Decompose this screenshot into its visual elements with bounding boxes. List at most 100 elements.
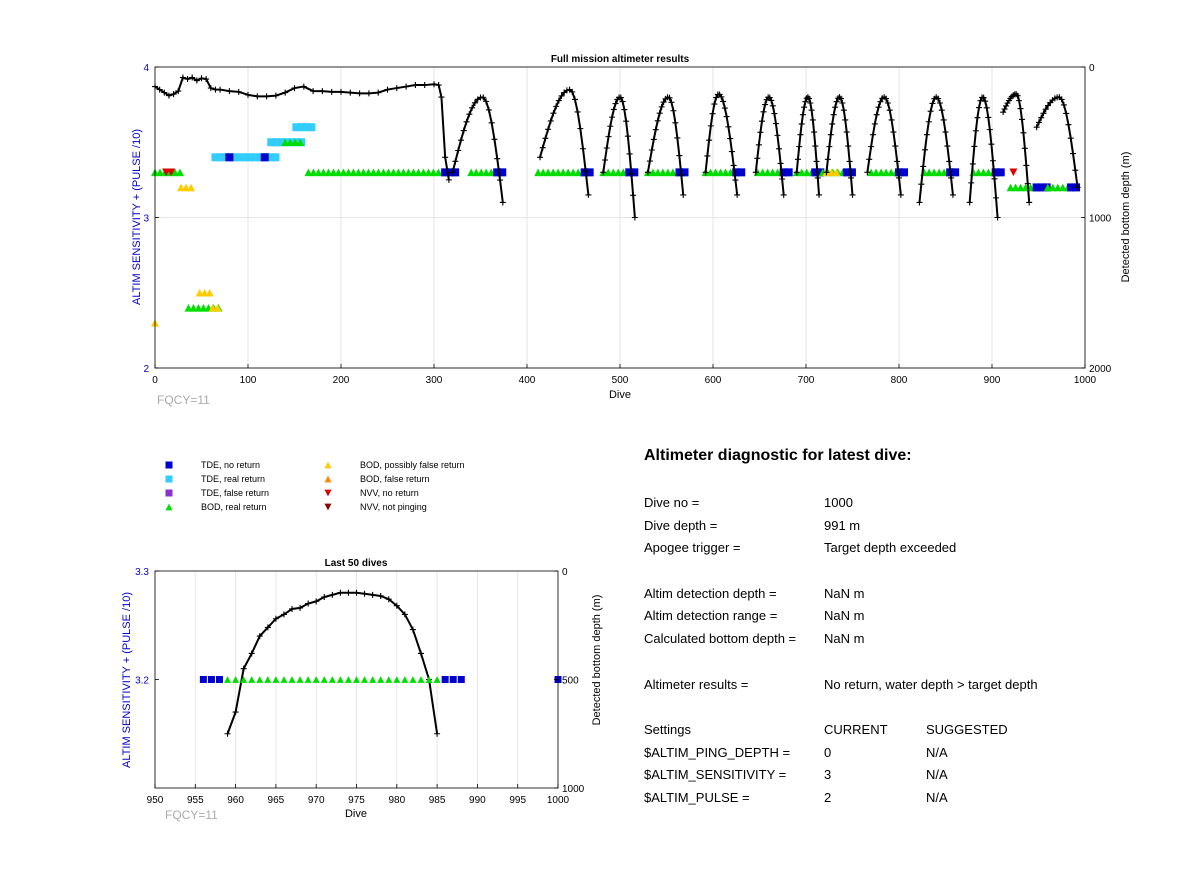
marker [260,153,269,162]
det-range-row: Altim detection range = NaN m [644,608,1164,631]
legend-label: BOD, possibly false return [360,460,465,470]
marker [1032,183,1041,192]
marker [409,676,417,683]
diagnostic-panel: Altimeter diagnostic for latest dive: Di… [644,447,1164,813]
marker [199,676,207,683]
marker [433,676,441,683]
current-header: CURRENT [824,721,888,737]
dive-no-row: Dive no = 1000 [644,495,1164,518]
marker [236,153,245,162]
marker [240,676,248,683]
marker [216,153,225,162]
x-tick-label: 300 [426,375,443,386]
marker [251,153,260,162]
depth-line [539,88,590,196]
marker [449,676,457,683]
bottom-chart-title: Last 50 dives [325,558,388,569]
results-row: Altimeter results = No return, water dept… [644,677,1164,700]
marker [320,676,328,683]
marker [900,168,908,177]
y-tick-label-right: 1000 [562,784,585,795]
sensitivity-row: $ALTIM_SENSITIVITY = 3 N/A [644,767,1164,790]
marker [246,153,255,162]
marker [1067,183,1076,192]
settings-label: Settings [644,721,691,737]
settings-header-row: Settings CURRENT SUGGESTED [644,722,1164,745]
marker [232,676,240,683]
ping-depth-current: 0 [824,744,832,760]
marker [296,138,305,147]
calc-bottom-row: Calculated bottom depth = NaN m [644,631,1164,654]
pulse-row: $ALTIM_PULSE = 2 N/A [644,790,1164,813]
bottom-chart-ylabel-left: ALTIM SENSITIVITY + (PULSE /10) [121,592,133,768]
top-chart-grid [154,66,1086,369]
x-tick-label: 900 [984,375,1001,386]
depth-line [968,96,999,218]
legend-marker [324,461,332,469]
calc-bottom-value: NaN m [824,631,865,647]
diagnostic-title: Altimeter diagnostic for latest dive: [644,447,912,464]
ping-depth-label: $ALTIM_PING_DEPTH = [644,744,791,760]
marker [361,676,369,683]
marker [675,168,684,177]
det-depth-value: NaN m [824,585,865,601]
legend-label: NVV, not pinging [360,502,427,512]
suggested-header: SUGGESTED [926,721,1008,737]
calc-bottom-label: Calculated bottom depth = [644,631,797,647]
x-tick-label: 990 [469,795,486,806]
x-tick-label: 950 [147,795,164,806]
top-chart-markers [151,123,1081,327]
marker [296,676,304,683]
x-tick-label: 985 [429,795,446,806]
top-chart-ticks: 0 100 200 300 400 500 600 700 800 900 1000 2 3 4 0 1000… [143,63,1111,386]
top-chart-xlabel: Dive [609,389,631,401]
marker [302,123,311,132]
sensitivity-current: 3 [824,767,832,783]
dive-depth-value: 991 m [824,517,861,533]
marker [784,168,793,177]
marker [272,676,280,683]
det-depth-row: Altim detection depth = NaN m [644,586,1164,609]
y-tick-label-right: 0 [1089,63,1095,74]
marker [280,676,288,683]
x-tick-label: 965 [268,795,285,806]
x-tick-label: 1000 [547,795,570,806]
marker [187,183,196,192]
apogee-label: Apogee trigger = [644,540,741,556]
marker [176,168,184,177]
marker [328,676,336,683]
marker [336,676,344,683]
sensitivity-suggested: N/A [926,767,948,783]
marker [205,288,214,297]
marker [213,304,222,312]
legend-label: TDE, no return [201,460,260,470]
pulse-current: 2 [824,789,832,805]
legend-marker [165,461,173,469]
marker [248,676,256,683]
y-tick-label-right: 2000 [1089,364,1112,375]
marker [1009,168,1018,177]
marker [580,168,589,177]
x-tick-label: 100 [240,375,257,386]
marker [385,676,393,683]
top-chart-fqcy-note: FQCY=11 [157,393,210,407]
marker [256,153,265,162]
marker [811,168,820,177]
bottom-chart-depth-trace [224,589,441,737]
x-tick-label: 1000 [1074,375,1097,386]
x-tick-label: 600 [705,375,722,386]
legend-label: BOD, real return [201,502,267,512]
marker [167,168,176,177]
marker [816,168,825,177]
marker [991,168,1000,177]
marker [304,676,312,683]
dive-no-value: 1000 [824,495,853,510]
y-tick-label-left: 3.3 [135,567,149,578]
bottom-chart-markers [199,676,562,683]
depth-line [602,96,636,218]
marker [832,168,841,177]
marker [271,153,280,162]
x-tick-label: 400 [519,375,536,386]
top-chart-ylabel-left: ALTIM SENSITIVITY + (PULSE /10) [131,129,143,305]
